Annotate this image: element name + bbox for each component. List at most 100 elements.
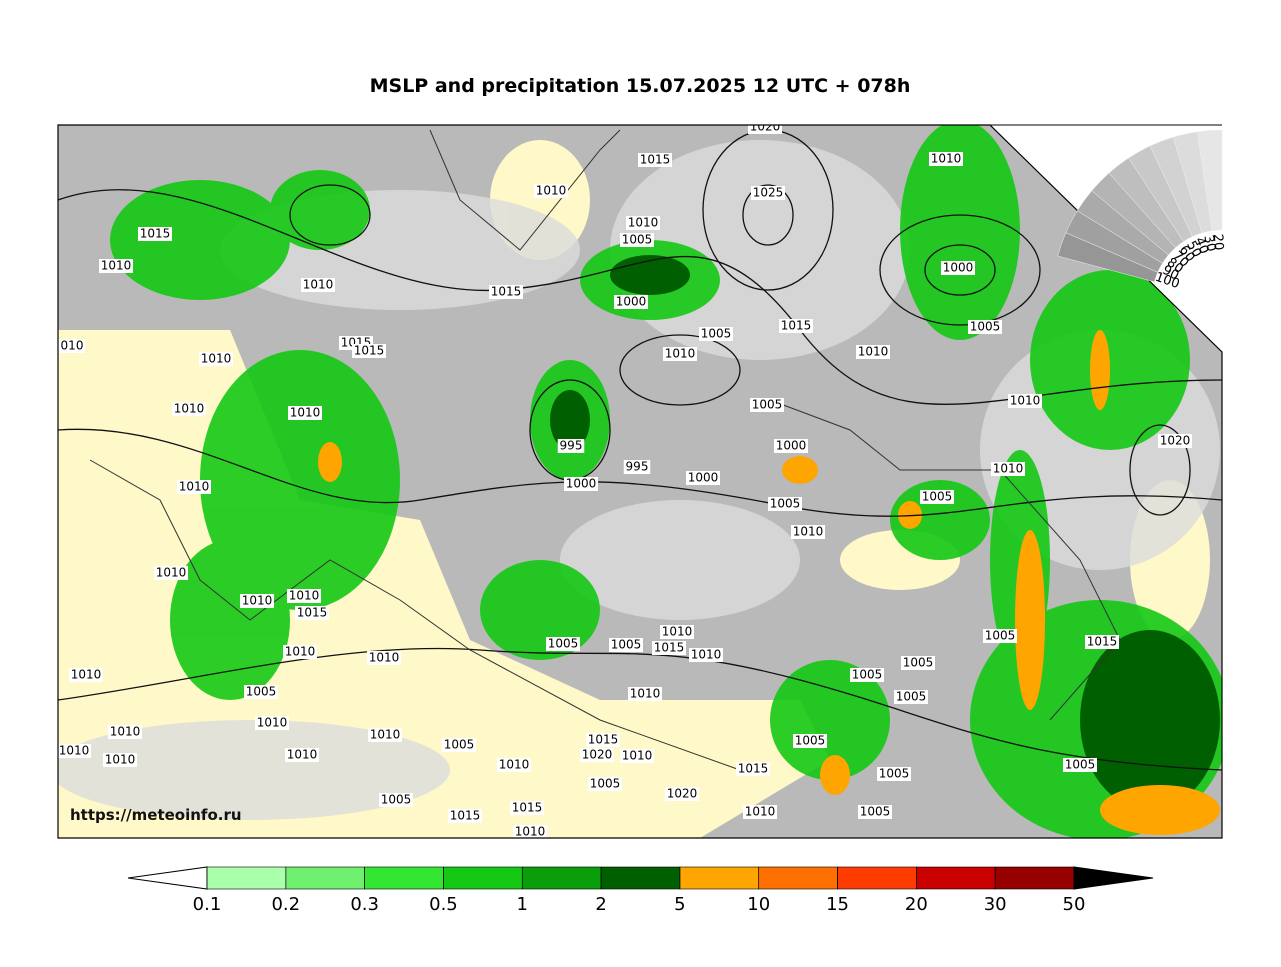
isobar-label: 1020 [667, 787, 698, 801]
isobar-label-bg [901, 656, 935, 670]
intense-precipitation [318, 330, 1220, 835]
isobar-label-bg [588, 777, 622, 791]
isobar-label-bg [660, 625, 694, 639]
isobar-label-bg [497, 758, 531, 772]
isobar-label: 1015 [640, 153, 671, 167]
isobar-label-bg [534, 184, 568, 198]
isobar-label: 1015 [781, 319, 812, 333]
isobar-label-bg [929, 152, 963, 166]
isobar-label-bg [686, 471, 720, 485]
colorbar-label: 30 [984, 894, 1007, 915]
isobar-label-bg [1008, 394, 1042, 408]
map-area: 1010 1015 1020 1025 1010 1015 1010 1010 1015 1010… [58, 120, 1222, 838]
isobar-label: 1005 [970, 320, 1001, 334]
isobar-label: 1020 [750, 120, 781, 134]
isobar-label: 1010 [59, 744, 90, 758]
isobar-label-bg [352, 344, 386, 358]
title: MSLP and precipitation 15.07.2025 12 UTC… [370, 75, 911, 97]
isobar-label: 1005 [795, 734, 826, 748]
isobar-label-bg [1085, 635, 1119, 649]
isobar-label-bg [295, 606, 329, 620]
isobar-label: 1010 [290, 406, 321, 420]
isobar-label: 1010 [289, 589, 320, 603]
isobar-label-bg [638, 153, 672, 167]
isobar-label-bg [154, 566, 188, 580]
isobar-label-bg [448, 809, 482, 823]
isobar-label-bg [920, 490, 954, 504]
colorbar-segment [600, 866, 681, 890]
colorbar-segment [521, 866, 602, 890]
isobar-label-bg [858, 805, 892, 819]
isobar-label: 1005 [896, 690, 927, 704]
isobar-label: 1005 [879, 767, 910, 781]
cloud-scale-label: 50 [1183, 238, 1204, 260]
isobar-label-bg [138, 227, 172, 241]
isobar-label: 1005 [548, 637, 579, 651]
colorbar-label: 0.1 [193, 894, 222, 915]
isobar-label-bg [983, 629, 1017, 643]
isobar-label: 1010 [628, 216, 659, 230]
isobar-label: 1010 [662, 625, 693, 639]
isobar-label: 1010 [369, 651, 400, 665]
isobar-label: 1010 [285, 645, 316, 659]
isobar-label: 1010 [370, 728, 401, 742]
isobar-label-bg [894, 690, 928, 704]
isobar-label: 1000 [566, 477, 597, 491]
isobar-label-bg [856, 345, 890, 359]
isobar-label-bg [968, 320, 1002, 334]
isobar-label-bg [628, 687, 662, 701]
isobar-label: 1010 [1010, 394, 1041, 408]
watermark: https://meteoinfo.ru [70, 806, 242, 824]
isobar-label-bg [58, 339, 86, 353]
isobar-labels: 1010 1015 1020 1025 1010 1015 1010 1010 1015 1010… [58, 120, 1192, 838]
colorbar-label: 10 [747, 894, 770, 915]
isobar-label: 995 [626, 460, 649, 474]
isobar-label-bg [941, 261, 975, 275]
isobar-label: 995 [560, 439, 583, 453]
isobar-label: 1005 [611, 638, 642, 652]
isobar-label: 1015 [1087, 635, 1118, 649]
isobar-label: 1010 [71, 668, 102, 682]
isobar-label: 1005 [1065, 758, 1096, 772]
colorbar: 0.1 0.2 0.3 0.5 1 2 5 10 15 20 30 50 [127, 866, 1154, 915]
isobar-label-bg [99, 259, 133, 273]
cloud-scale-label: 30 [1200, 234, 1218, 253]
isobar-label: 1005 [752, 398, 783, 412]
isobar-label: 1015 [491, 285, 522, 299]
colorbar-segment [837, 866, 917, 890]
isobar-label-bg [301, 278, 335, 292]
isobar-label: 1005 [622, 233, 653, 247]
colorbar-segment [285, 866, 365, 890]
isobar-label-bg [557, 439, 585, 453]
isobar-label: 1010 [499, 758, 530, 772]
isobar-label: 1015 [588, 733, 619, 747]
isobar-label: 1005 [985, 629, 1016, 643]
isobar-label-bg [580, 748, 614, 762]
isobar-label: 1025 [753, 186, 784, 200]
isobar-label-bg [1063, 758, 1097, 772]
isobar-label-bg [751, 186, 785, 200]
isobar-label-bg [689, 648, 723, 662]
map-frame [57, 124, 1223, 839]
isobar-label: 1010 [174, 402, 205, 416]
cloud-scale-label: 90 [1160, 263, 1182, 284]
isobar-label-bg [240, 594, 274, 608]
isobar-label-bg [768, 497, 802, 511]
isobar-label: 1000 [776, 439, 807, 453]
isobar-label-bg [103, 753, 137, 767]
colorbar-segment [916, 866, 996, 890]
isobar-label-bg [620, 233, 654, 247]
isobar-label-bg [699, 327, 733, 341]
isobar-label-bg [564, 477, 598, 491]
isobar-label-bg [69, 668, 103, 682]
isobar-label: 1010 [110, 725, 141, 739]
isobar-label: 1010 [242, 594, 273, 608]
isobar-label-bg [255, 716, 289, 730]
isobar-label-bg [665, 787, 699, 801]
isobar-label-bg [513, 825, 547, 838]
isobar-label: 1005 [903, 656, 934, 670]
colorbar-segment [758, 866, 838, 890]
cloud-scale-wedge [1197, 129, 1223, 232]
isobar-label-bg [288, 406, 322, 420]
